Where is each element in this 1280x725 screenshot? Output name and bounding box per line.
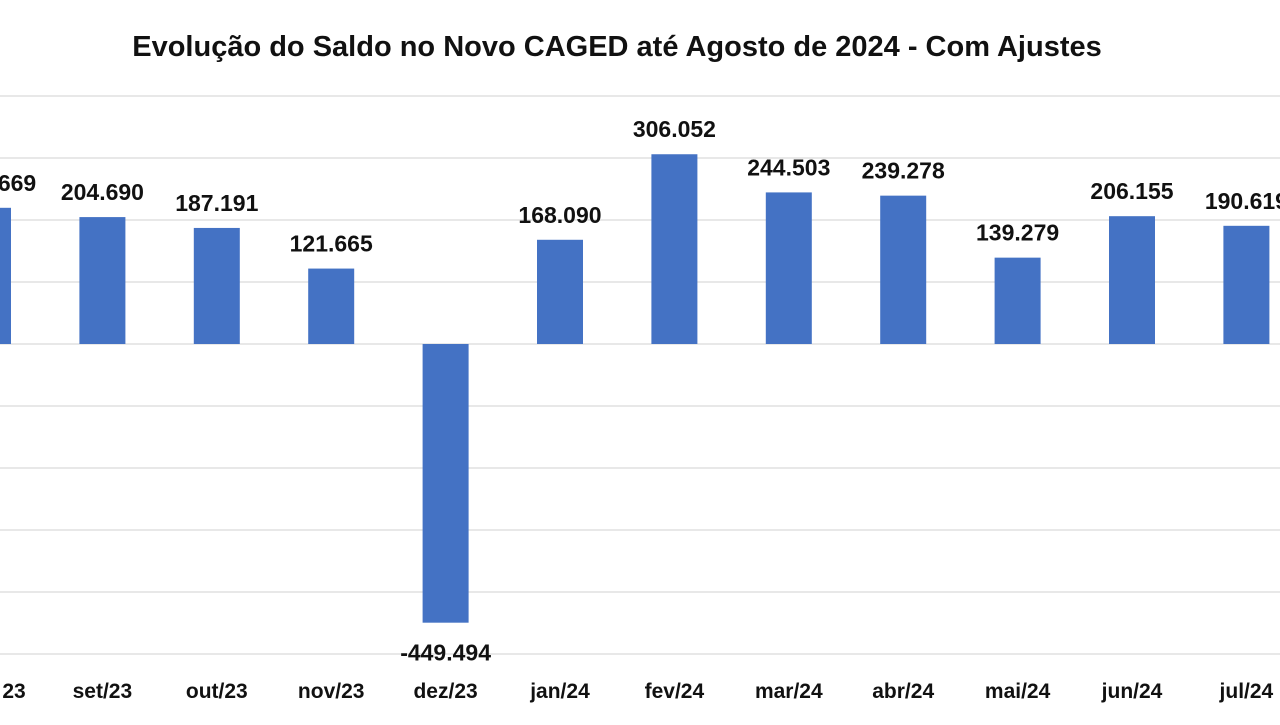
data-label-ago-23: 669 bbox=[0, 170, 36, 196]
x-tick-fev-24: fev/24 bbox=[645, 680, 705, 703]
data-label-abr-24: 239.278 bbox=[862, 158, 945, 184]
x-axis-ticks: 23 set/23 out/23 nov/23 dez/23 jan/24 fev/24 ma… bbox=[2, 680, 1273, 703]
bar-set-23 bbox=[79, 217, 126, 344]
bar-out-23 bbox=[193, 227, 240, 344]
bar-mai-24 bbox=[994, 257, 1041, 344]
data-label-mar-24: 244.503 bbox=[747, 154, 830, 180]
bar-mar-24 bbox=[765, 192, 812, 344]
x-tick-jun-24: jun/24 bbox=[1101, 680, 1163, 703]
data-label-set-23: 204.690 bbox=[61, 179, 144, 205]
data-label-jul-24: 190.619 bbox=[1205, 188, 1280, 214]
x-tick-jan-24: jan/24 bbox=[529, 680, 590, 703]
data-labels: 669 204.690 187.191 121.665 -449.494 168.090 3… bbox=[0, 116, 1280, 665]
x-tick-set-23: set/23 bbox=[73, 680, 133, 703]
bar-jul-24 bbox=[1223, 225, 1270, 344]
chart-title: Evolução do Saldo no Novo CAGED até Agos… bbox=[132, 31, 1102, 63]
data-label-fev-24: 306.052 bbox=[633, 116, 716, 142]
data-label-jun-24: 206.155 bbox=[1090, 178, 1173, 204]
bar-ago-23 bbox=[0, 207, 11, 344]
bars bbox=[0, 154, 1270, 623]
x-tick-out-23: out/23 bbox=[186, 680, 248, 703]
bar-nov-23 bbox=[308, 268, 355, 344]
x-tick-dez-23: dez/23 bbox=[413, 680, 477, 703]
x-tick-abr-24: abr/24 bbox=[872, 680, 934, 703]
x-tick-mar-24: mar/24 bbox=[755, 680, 823, 703]
x-tick-nov-23: nov/23 bbox=[298, 680, 365, 703]
bar-abr-24 bbox=[880, 195, 927, 344]
bar-jan-24 bbox=[537, 239, 583, 344]
data-label-nov-23: 121.665 bbox=[290, 231, 373, 257]
x-tick-ago-23: 23 bbox=[2, 680, 25, 703]
data-label-dez-23: -449.494 bbox=[400, 640, 491, 666]
bar-fev-24 bbox=[651, 154, 698, 344]
x-tick-mai-24: mai/24 bbox=[985, 680, 1051, 703]
data-label-mai-24: 139.279 bbox=[976, 220, 1059, 246]
bar-dez-23 bbox=[422, 344, 469, 623]
data-label-jan-24: 168.090 bbox=[518, 202, 601, 228]
gridlines bbox=[0, 95, 1280, 655]
bar-jun-24 bbox=[1109, 216, 1155, 344]
x-tick-jul-24: jul/24 bbox=[1219, 680, 1274, 703]
data-label-out-23: 187.191 bbox=[175, 190, 258, 216]
